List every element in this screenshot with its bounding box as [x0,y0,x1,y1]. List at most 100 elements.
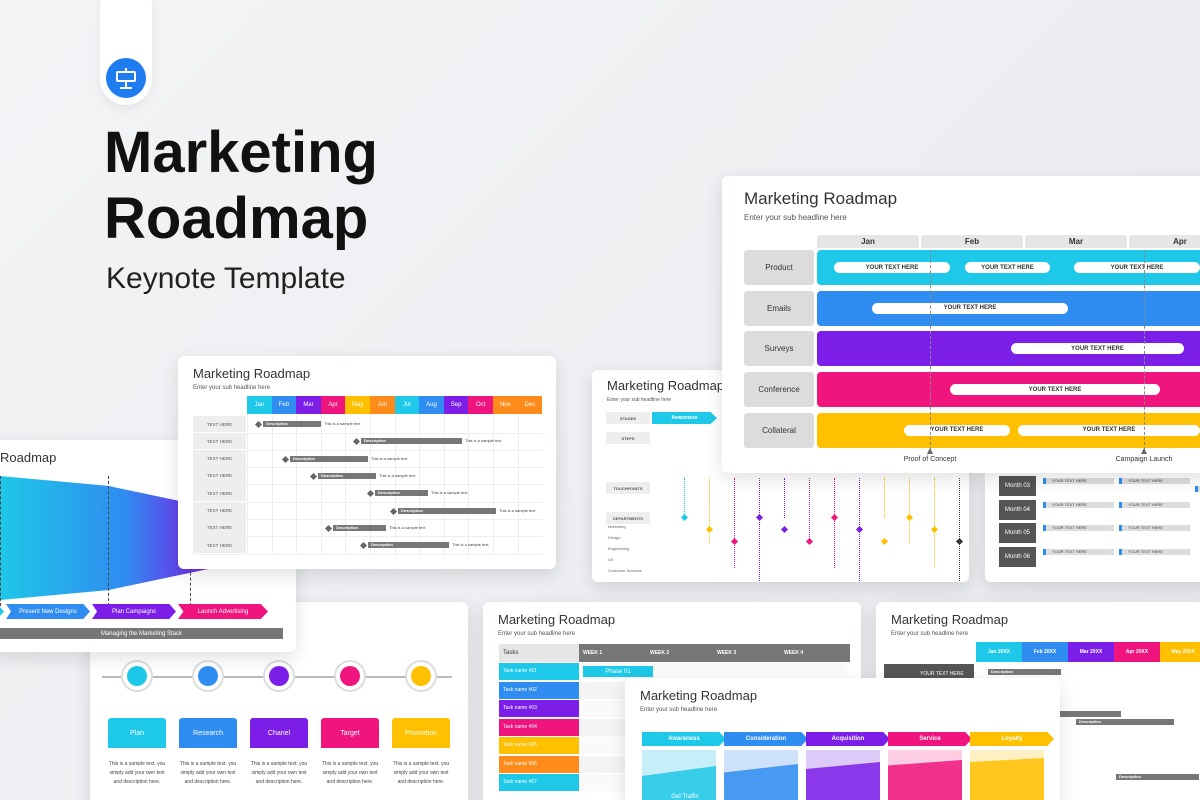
task-bar: Description [398,507,496,514]
step-text: This is a sample text. you simply add yo… [250,761,308,785]
title-line: Marketing [104,120,378,185]
grid-column [493,414,494,554]
task-label: Task name #05 [499,737,581,754]
icon [127,666,147,686]
stage-shape [806,762,880,800]
slide: Marketing Roadmap Enter your sub headline… [178,356,556,569]
touchpoint-dot [755,513,764,522]
row-label: TEXT HERE [193,416,246,432]
text-pill: YOUR TEXT HERE [1043,501,1114,508]
milestone-marker [1141,448,1147,454]
month-header: Jul [394,396,420,414]
month-header: Feb [271,396,297,414]
row-line [193,449,543,451]
step-box: Promotion [392,718,450,748]
row-line [193,484,543,486]
row-label: TEXT HERE [193,502,246,519]
task-bar: Description [263,421,321,427]
department: Engineering [608,546,630,551]
row-line [193,467,543,469]
task-bar: Description [368,542,449,549]
department: UX [608,557,614,562]
touchpoint-dot [680,513,689,522]
step-arrow: ps [0,604,4,619]
milestone-label: Campaign Launch [1115,456,1173,463]
slide-subtitle: Enter your sub headline here [498,630,576,637]
task-label: Task name #02 [499,681,581,699]
slide: Month 03 YOUR TEXT HERE YOUR TEXT HERE YOUR… [985,470,1200,582]
touchpoint-line [684,478,686,518]
month-header: Feb [921,235,1023,248]
stage-arrow: Consideration [724,732,808,746]
main-subtitle: Keynote Template [106,262,346,295]
title-line: Roadmap [104,186,369,251]
month-header: Dec [517,396,543,414]
milestone-line [1144,250,1145,450]
month-header: Apr [320,396,346,414]
row-line [193,501,543,503]
touchpoint-dot [955,537,964,546]
grid-column [468,414,470,554]
slide: Marketing Roadmap Enter your sub headline… [722,176,1200,473]
month-header: Jan [247,396,272,414]
task-note: This is a sample text [452,542,489,548]
step-text: This is a sample text. you simply add yo… [179,761,237,785]
logo-icon [106,58,146,98]
grid-column [320,414,322,554]
touchpoint-dot [780,525,789,534]
divider [0,476,1,606]
row-line [193,536,543,538]
touchpoint-line [934,478,936,568]
slide-title: Marketing Roadmap [891,612,1009,627]
task-bar: Description [1116,774,1199,780]
task-label: Task name #01 [499,663,581,680]
touchpoint-line [884,478,886,518]
row-label: Surveys [744,331,814,367]
funnel-shape [0,476,208,600]
step-text: This is a sample text. you simply add yo… [321,761,379,785]
icon [411,666,431,686]
month-header: Sep [443,396,469,414]
task-note: This is a sample text [431,490,468,496]
row-label: Emails [744,290,814,326]
row-label: TEXT HERE [193,519,246,536]
month-header: May [345,396,370,414]
stage-note: Get Traffic [671,794,699,800]
month-header: Jan [817,235,919,248]
task-bar: Description [361,438,462,445]
task-bar: Description [333,524,386,531]
touchpoint-dot [855,525,864,534]
month-header: Nov [493,396,518,414]
diamond [389,507,398,515]
grid-column [394,414,396,554]
slide-subtitle: Enter your sub headline here [640,706,718,713]
grid-column [247,414,248,554]
milestone-marker [927,448,933,454]
touchpoint-dot [730,537,739,546]
slide-subtitle: Enter your sub headline here [891,630,969,637]
touchpoint-line [759,478,761,582]
stage-arrow: Service [888,732,972,746]
touchpoint-line [909,478,911,543]
slide: Marketing Roadmap Enter your sub headline… [625,678,1060,800]
grid-column [296,414,298,554]
row-label: Product [744,250,814,285]
footer-bar: Managing the Marketing Stack [0,628,283,639]
touchpoint-dot [805,537,814,546]
row-line [193,553,543,555]
text-pill: YOUR TEXT HERE [904,424,1010,436]
slide-title: Marketing Roadmap [640,688,758,703]
row-label: TOUCHPOINTS [606,482,650,494]
row-line [193,519,543,520]
row-label: TEXT HERE [193,467,246,484]
diamond [366,490,375,498]
step-arrow: Launch Advertising [178,604,268,619]
text-pill: YOUR TEXT HERE [834,262,950,273]
slide-title: Marketing Roadmap [498,612,616,627]
task-note: This is a sample text [324,421,361,426]
touchpoint-dot [905,513,914,522]
month-header: Jan 20XX [976,642,1022,662]
diamond [309,472,318,480]
row-line [193,432,543,434]
department: Marketing [608,524,626,529]
